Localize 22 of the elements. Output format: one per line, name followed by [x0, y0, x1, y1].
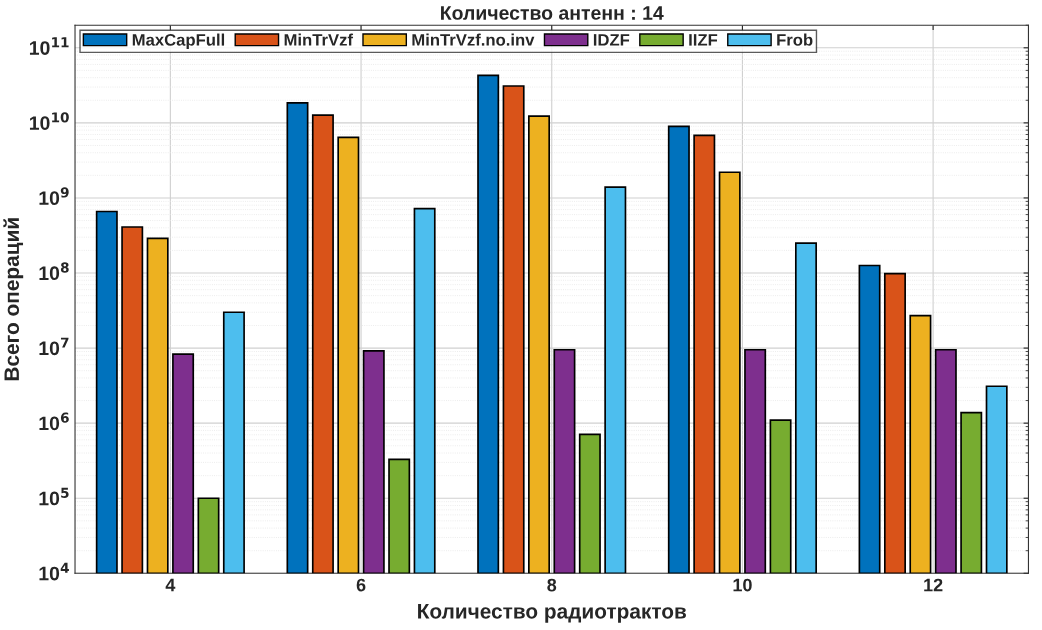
legend-label: IDZF	[593, 34, 630, 46]
legend-label: MaxCapFull	[132, 33, 225, 50]
y-tick-label: 10$^{11}$	[29, 37, 69, 55]
y-tick-label: 10$^{5}$	[39, 487, 69, 506]
y-tick-label: 10$^{4}$	[39, 562, 69, 581]
x-tick-label: 6	[356, 578, 366, 592]
y-tick-label: 10$^{6}$	[39, 412, 69, 431]
legend-label: Frob	[777, 33, 813, 46]
y-tick-label: 10$^{7}$	[39, 337, 69, 356]
x-tick-label: 12	[924, 578, 943, 592]
legend-label: MinTrVzf.no.inv	[412, 33, 535, 46]
y-tick-label: 10$^{8}$	[39, 262, 69, 281]
legend-label: MinTrVzf	[284, 33, 354, 46]
x-tick-label: 4	[165, 578, 176, 592]
x-tick-label: 10	[733, 578, 752, 592]
y-tick-label: 10$^{10}$	[29, 112, 69, 130]
y-tick-label: 10$^{9}$	[39, 187, 69, 206]
y-axis-title: Всего операций	[3, 218, 24, 381]
x-axis-title: Количество радиотрактов	[418, 604, 686, 623]
legend-label: IIZF	[689, 34, 718, 46]
chart-title: Количество антенн : 14	[441, 6, 664, 20]
x-tick-label: 8	[547, 578, 557, 592]
